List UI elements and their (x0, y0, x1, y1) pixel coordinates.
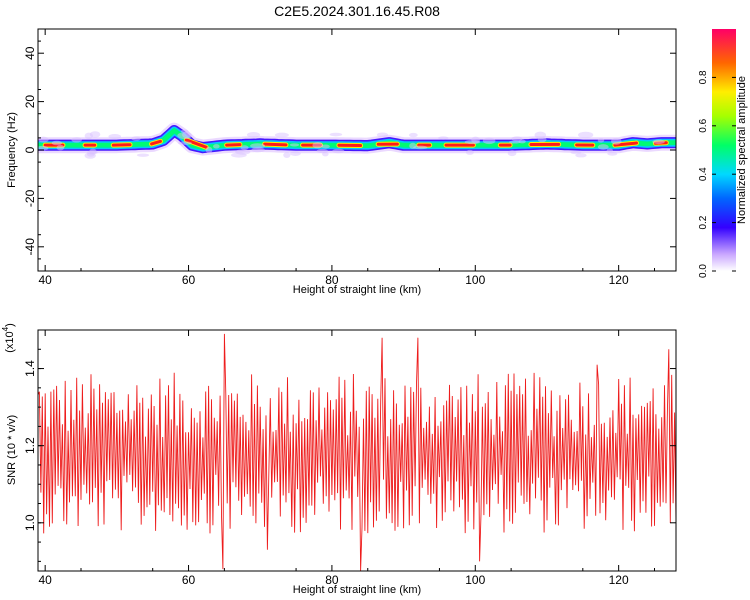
snr-series-line (38, 333, 676, 571)
snr-x-label: Height of straight line (km) (293, 584, 421, 596)
snr-scale-label: (x10 (4, 331, 16, 352)
spectrogram-speckle (274, 132, 289, 138)
colorbar: 0.0 0.2 0.4 0.6 0.8 Normalized spectral ampl… (698, 29, 748, 278)
spectrogram-speckle (51, 140, 63, 146)
svg-text:(x104): (x104) (1, 323, 16, 353)
spectrogram-speckle (38, 145, 49, 151)
snr-x-tick-label: 40 (38, 573, 52, 587)
spectrogram-speckle (534, 131, 547, 139)
spectrogram-speckle (376, 132, 389, 138)
spectrogram-speckle (89, 148, 97, 155)
snr-axes: 40 60 80 100 120 1.0 1.2 1.4 (23, 330, 676, 587)
spectrogram-y-tick-label: 40 (23, 46, 37, 60)
colorbar-tick-label: 0.8 (698, 70, 709, 84)
spectrogram-hotspot (263, 142, 288, 147)
spectrogram-panel: 40 60 80 100 120 -40 -20 0 20 40 Height of straig… (6, 28, 677, 296)
colorbar-ticks: 0.0 0.2 0.4 0.6 0.8 (698, 70, 736, 278)
spectrogram-speckle (537, 136, 547, 143)
spectrogram-speckle (597, 144, 609, 150)
snr-x-tick-label: 120 (609, 573, 629, 587)
spectrogram-y-tick-label: 20 (23, 95, 37, 109)
spectrogram-y-tick-label: -40 (23, 238, 37, 256)
snr-x-tick-label: 80 (325, 573, 339, 587)
colorbar-tick-label: 0.2 (698, 215, 709, 229)
spectrogram-speckle (438, 136, 449, 140)
spectrogram-speckle (177, 132, 193, 140)
spectrogram-y-tick-label: 0 (23, 146, 37, 153)
spectrogram-speckle (482, 137, 496, 145)
spectrogram-speckle (652, 139, 665, 145)
spectrogram-speckle (136, 153, 150, 157)
snr-y-tick-label: 1.0 (23, 514, 37, 531)
spectrogram-x-tick-label: 120 (609, 273, 629, 287)
snr-y-tick-label: 1.2 (23, 437, 37, 454)
spectrogram-speckle (322, 151, 329, 157)
spectrogram-speckle (131, 136, 141, 141)
spectrogram-x-tick-label: 100 (465, 273, 485, 287)
spectrogram-speckle (240, 145, 249, 150)
spectrogram-speckle (246, 132, 261, 138)
spectrogram-ridge (38, 122, 676, 159)
spectrogram-speckle (283, 152, 291, 159)
spectrogram-x-label: Height of straight line (km) (293, 284, 421, 296)
spectrogram-hotspot (150, 139, 162, 146)
snr-x-tick-label: 100 (465, 573, 485, 587)
spectrogram-y-label: Frequency (Hz) (6, 112, 18, 188)
snr-x-tick-label: 60 (182, 573, 196, 587)
spectrogram-x-tick-label: 40 (38, 273, 52, 287)
spectrogram-speckle (610, 137, 622, 145)
spectrogram-speckle (575, 153, 587, 158)
spectrogram-speckle (570, 151, 582, 155)
spectrogram-hotspot (613, 141, 638, 147)
spectrogram-speckle (235, 149, 251, 155)
spectrogram-speckle (413, 145, 428, 150)
spectrogram-speckle (329, 132, 343, 137)
spectrogram-speckle (289, 143, 300, 147)
spectrogram-y-tick-label: -20 (23, 189, 37, 207)
spectrogram-speckle (607, 151, 618, 156)
snr-panel: 40 60 80 100 120 1.0 1.2 1.4 Height of straight… (1, 323, 677, 596)
colorbar-tick-label: 0.0 (698, 264, 709, 278)
colorbar-label: Normalized spectral amplitude (736, 76, 748, 224)
spectrogram-speckle (465, 149, 474, 155)
spectrogram-speckle (312, 142, 323, 149)
spectrogram-speckle (471, 136, 480, 144)
spectrogram-speckle (507, 150, 517, 157)
spectrogram-x-tick-label: 80 (325, 273, 339, 287)
snr-scale-close: ) (4, 323, 16, 327)
colorbar-gradient (712, 29, 736, 271)
spectrogram-speckle (332, 148, 345, 154)
spectrogram-speckle (597, 138, 605, 143)
spectrogram-speckle (408, 132, 418, 138)
spectrogram-x-tick-label: 60 (182, 273, 196, 287)
spectrogram-speckle (289, 151, 301, 156)
spectrogram-speckle (509, 140, 521, 144)
spectrogram-speckle (177, 141, 192, 145)
spectrogram-speckle (511, 136, 523, 142)
spectrogram-speckle (213, 144, 220, 149)
colorbar-tick-label: 0.4 (698, 167, 709, 181)
spectrogram-speckle (606, 148, 613, 153)
spectrogram-speckle (89, 131, 101, 138)
snr-y-label: SNR (10 * v/v) (6, 415, 18, 485)
snr-scale-exponent: 4 (1, 326, 10, 331)
spectrogram-speckle (251, 147, 265, 153)
spectrogram-speckle (578, 131, 594, 139)
figure-title: C2E5.2024.301.16.45.R08 (274, 3, 440, 19)
spectrogram-speckle (205, 146, 213, 154)
spectrogram-speckle (56, 144, 65, 151)
snr-frame (37, 329, 677, 572)
spectrogram-speckle (108, 133, 122, 139)
spectrogram-speckle (321, 144, 330, 149)
spectrogram-hotspot (184, 138, 208, 149)
spectrogram-speckle (250, 143, 266, 149)
colorbar-tick-label: 0.6 (698, 118, 709, 132)
snr-scale-factor: (x104) (1, 323, 16, 353)
spectrogram-speckle (71, 137, 82, 143)
snr-y-tick-label: 1.4 (23, 360, 37, 377)
spectrogram-axes: 40 60 80 100 120 -40 -20 0 20 40 (23, 29, 676, 287)
